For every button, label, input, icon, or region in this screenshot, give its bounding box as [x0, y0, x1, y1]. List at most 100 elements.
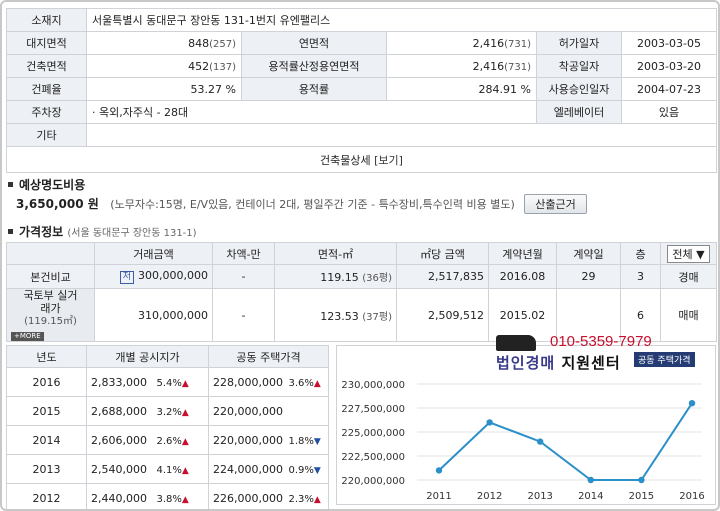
building-info-table: 소재지 서울특별시 동대문구 장안동 131-1번지 유엔팰리스 대지면적 84…	[5, 8, 718, 173]
approval-date-value: 2004-07-23	[620, 77, 718, 101]
change-arrow-icon: ▲	[181, 465, 189, 476]
parking-label: 주차장	[6, 100, 87, 124]
x-tick-label: 2016	[679, 491, 704, 502]
change-arrow-icon: ▲	[313, 494, 321, 505]
price-section-title: 가격정보 (서울 동대문구 장안동 131-1)	[6, 223, 197, 240]
header-contract-ym: 계약년월	[488, 242, 557, 265]
per-m2-cell: 2,517,835	[396, 264, 489, 289]
change-arrow-icon: ▲	[181, 407, 189, 418]
y-tick-label: 230,000,000	[341, 380, 405, 391]
info-row: 대지면적 848(257) 연면적 2,416(731) 허가일자 2003-0…	[6, 31, 718, 55]
estimate-amount: 3,650,000 원	[16, 197, 99, 211]
change-arrow-icon: ▲	[313, 378, 321, 389]
data-point	[587, 476, 594, 484]
car-logo-icon	[496, 335, 536, 351]
more-button[interactable]: +MORE	[11, 332, 44, 341]
y-tick-label: 220,000,000	[341, 476, 405, 487]
header-area: 면적-㎡	[274, 242, 397, 265]
amount-cell: 저 300,000,000	[94, 264, 213, 289]
x-tick-label: 2012	[477, 491, 502, 502]
start-date-value: 2003-03-20	[620, 54, 718, 78]
land-price-cell: 2,440,000 3.8%▲	[86, 483, 209, 509]
table-row: 본건비교 저 300,000,000 - 119.15 (36평) 2,517,8…	[6, 264, 717, 289]
change-arrow-icon: ▼	[313, 465, 321, 476]
x-tick-label: 2014	[578, 491, 603, 502]
far-floor-area-value: 2,416(731)	[386, 54, 537, 78]
house-price-cell: 220,000,000 1.8%▼	[208, 425, 329, 455]
info-row: 건폐율 53.27 % 용적률 284.91 % 사용승인일자 2004-07-…	[6, 77, 718, 101]
change-arrow-icon: ▲	[181, 494, 189, 505]
diff-cell: -	[212, 288, 275, 342]
building-area-value: 452(137)	[86, 54, 242, 78]
data-point	[688, 400, 696, 407]
bullet-icon	[8, 229, 13, 234]
x-tick-label: 2015	[629, 491, 654, 502]
day-cell: 29	[556, 264, 621, 289]
bullet-icon	[8, 182, 13, 187]
header-year: 년도	[6, 345, 87, 368]
y-tick-label: 227,500,000	[341, 404, 405, 415]
change-arrow-icon: ▼	[313, 436, 321, 447]
price-subtitle: (서울 동대문구 장안동 131-1)	[67, 228, 197, 239]
per-m2-cell: 2,509,512	[396, 288, 489, 342]
amount-cell: 310,000,000	[94, 288, 213, 342]
approval-date-label: 사용승인일자	[536, 77, 622, 101]
calculation-basis-button[interactable]: 산출근거	[524, 194, 587, 214]
far-floor-area-label: 용적률산정용연면적	[241, 54, 387, 78]
coverage-ratio-label: 건폐율	[6, 77, 87, 101]
etc-label: 기타	[6, 123, 87, 147]
house-price-cell: 220,000,000	[208, 396, 329, 426]
table-row: 2012 2,440,000 3.8%▲ 226,000,000 2.3%▲	[6, 483, 329, 509]
elevator-label: 엘레베이터	[536, 100, 622, 124]
y-tick-label: 222,500,000	[341, 452, 405, 463]
start-date-label: 착공일자	[536, 54, 622, 78]
land-price-cell: 2,688,000 3.2%▲	[86, 396, 209, 426]
estimate-note: (노무자수:15명, E/V있음, 컨테이너 2대, 평일주간 기준 - 특수장…	[110, 198, 515, 211]
type-filter-select[interactable]: 전체 ▼	[667, 244, 710, 263]
diff-cell: -	[212, 264, 275, 289]
permit-date-value: 2003-03-05	[620, 31, 718, 55]
land-price-cell: 2,540,000 4.1%▲	[86, 454, 209, 484]
table-row: 2014 2,606,000 2.6%▲ 220,000,000 1.8%▼	[6, 425, 329, 455]
far-value: 284.91 %	[386, 77, 537, 101]
house-price-cell: 228,000,000 3.6%▲	[208, 367, 329, 397]
permit-date-label: 허가일자	[536, 31, 622, 55]
row-label: 본건비교	[6, 264, 95, 289]
data-point	[435, 467, 443, 474]
price-history-table: 년도 개별 공시지가 공동 주택가격 2016 2,833,000 5.4%▲ 22…	[6, 345, 329, 509]
x-tick-label: 2013	[527, 491, 552, 502]
type-cell: 매매	[660, 288, 717, 342]
header-blank	[6, 242, 95, 265]
building-detail-row: 건축물상세 [보기]	[5, 146, 718, 173]
house-price-cell: 224,000,000 0.9%▼	[208, 454, 329, 484]
year-cell: 2014	[6, 425, 87, 455]
estimate-line: 3,650,000 원 (노무자수:15명, E/V있음, 컨테이너 2대, 평…	[16, 194, 587, 214]
info-row: 건축면적 452(137) 용적률산정용연면적 2,416(731) 착공일자 …	[6, 54, 718, 78]
header-diff: 차액-만	[212, 242, 275, 265]
floor-area-label: 연면적	[241, 31, 387, 55]
year-cell: 2016	[6, 367, 87, 397]
y-tick-label: 225,000,000	[341, 428, 405, 439]
header-per-m2: ㎡당 금액	[396, 242, 489, 265]
watermark-text: 법인경매 지원센터	[496, 354, 621, 372]
watermark-phone: 010-5359-7979	[550, 333, 652, 350]
land-price-cell: 2,606,000 2.6%▲	[86, 425, 209, 455]
year-cell: 2015	[6, 396, 87, 426]
house-price-chart: 220,000,000 222,500,000 225,000,000 227,500…	[336, 345, 716, 505]
header-land-price: 개별 공시지가	[86, 345, 209, 368]
land-area-value: 848(257)	[86, 31, 242, 55]
parking-value: · 옥외,자주식 - 28대	[86, 100, 537, 124]
header-house-price: 공동 주택가격	[208, 345, 329, 368]
far-label: 용적률	[241, 77, 387, 101]
building-detail-label: 건축물상세	[320, 153, 371, 167]
price-table: 거래금액 차액-만 면적-㎡ ㎡당 금액 계약년월 계약일 층 전체 ▼ 본건비…	[6, 242, 717, 342]
header-filter[interactable]: 전체 ▼	[660, 242, 717, 265]
address-label: 소재지	[6, 8, 87, 32]
chart-legend-tag: 공동 주택가격	[634, 352, 695, 367]
year-cell: 2013	[6, 454, 87, 484]
elevator-value: 있음	[620, 100, 718, 124]
data-point	[486, 419, 493, 426]
row-label: 국토부 실거래가 (119.15㎡) +MORE	[6, 288, 95, 342]
building-detail-link[interactable]: [보기]	[374, 153, 403, 167]
land-area-label: 대지면적	[6, 31, 87, 55]
